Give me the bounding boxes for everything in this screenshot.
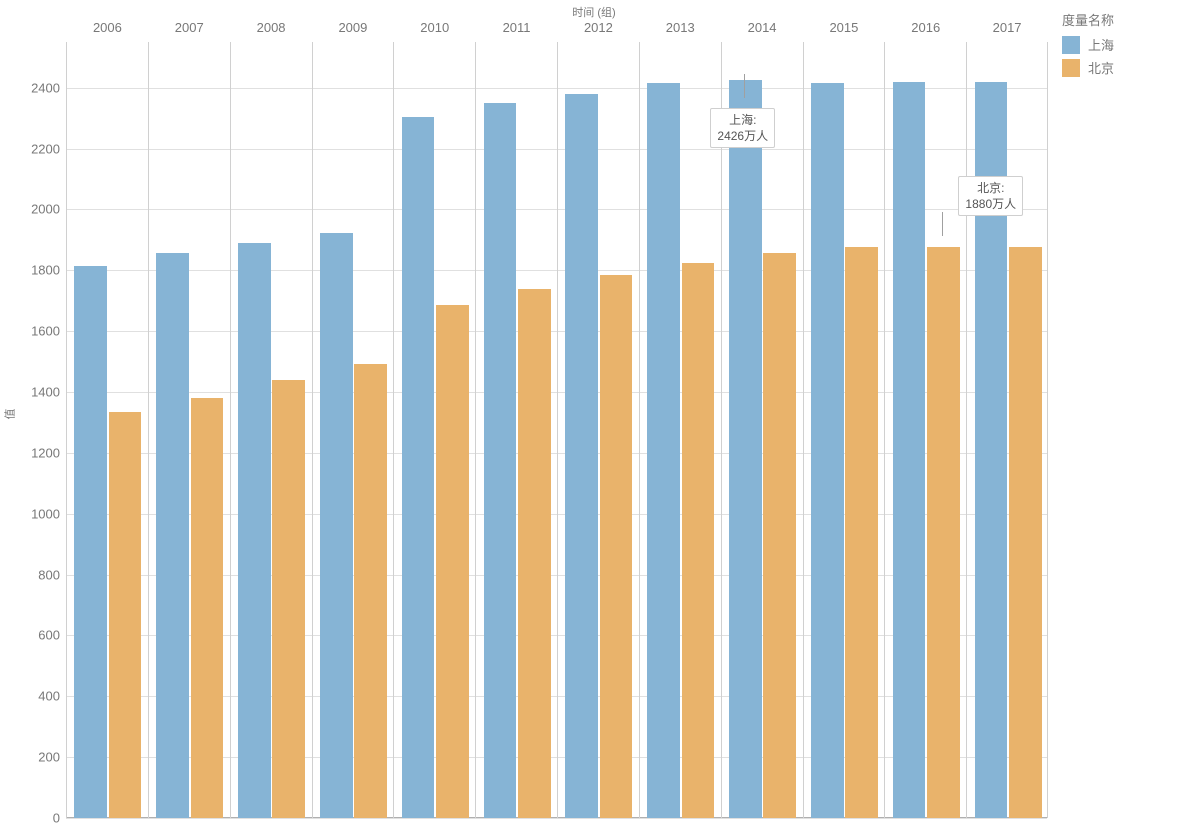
legend-series-label: 上海 bbox=[1088, 35, 1114, 54]
category-column: 2007 bbox=[148, 42, 230, 818]
y-axis-label: 值 bbox=[2, 408, 18, 419]
category-label: 2015 bbox=[804, 20, 885, 35]
grid-line bbox=[66, 818, 1047, 819]
category-label: 2012 bbox=[558, 20, 639, 35]
bar[interactable] bbox=[436, 305, 469, 818]
category-column: 2006 bbox=[66, 42, 148, 818]
bar[interactable] bbox=[729, 80, 762, 818]
category-column: 2015 bbox=[803, 42, 885, 818]
category-column: 2012 bbox=[557, 42, 639, 818]
bar[interactable] bbox=[238, 243, 271, 818]
category-label: 2013 bbox=[640, 20, 721, 35]
category-column: 2008 bbox=[230, 42, 312, 818]
y-tick-label: 200 bbox=[38, 750, 60, 765]
y-tick-label: 600 bbox=[38, 628, 60, 643]
y-tick-label: 1800 bbox=[31, 263, 60, 278]
category-label: 2010 bbox=[394, 20, 475, 35]
category-label: 2016 bbox=[885, 20, 966, 35]
annotation-leader bbox=[744, 74, 745, 98]
y-tick-label: 1200 bbox=[31, 445, 60, 460]
bar[interactable] bbox=[845, 247, 878, 819]
annotation-line1: 北京: bbox=[965, 180, 1016, 196]
category-label: 2014 bbox=[722, 20, 803, 35]
bar[interactable] bbox=[191, 398, 224, 818]
bar[interactable] bbox=[109, 412, 142, 818]
bar[interactable] bbox=[518, 289, 551, 819]
annotation-callout: 上海:2426万人 bbox=[710, 108, 775, 148]
bar[interactable] bbox=[484, 103, 517, 818]
chart-container: 时间 (组) 值 0200400600800100012001400160018… bbox=[0, 0, 1188, 827]
bar[interactable] bbox=[647, 83, 680, 818]
bar[interactable] bbox=[402, 117, 435, 818]
legend-swatch bbox=[1062, 59, 1080, 77]
legend-swatch bbox=[1062, 36, 1080, 54]
annotation-leader bbox=[942, 212, 943, 236]
category-column: 2009 bbox=[312, 42, 394, 818]
legend-item[interactable]: 上海 bbox=[1062, 35, 1114, 54]
annotation-line1: 上海: bbox=[717, 112, 768, 128]
category-label: 2017 bbox=[967, 20, 1047, 35]
bar[interactable] bbox=[763, 253, 796, 818]
category-label: 2007 bbox=[149, 20, 230, 35]
bar[interactable] bbox=[1009, 247, 1042, 818]
y-tick-label: 0 bbox=[53, 811, 60, 826]
category-column: 2014 bbox=[721, 42, 803, 818]
bar[interactable] bbox=[811, 83, 844, 818]
y-tick-label: 1600 bbox=[31, 324, 60, 339]
category-label: 2006 bbox=[67, 20, 148, 35]
category-column: 2010 bbox=[393, 42, 475, 818]
bar[interactable] bbox=[565, 94, 598, 818]
annotation-callout: 北京:1880万人 bbox=[958, 176, 1023, 216]
bar[interactable] bbox=[600, 275, 633, 818]
category-column: 2017 bbox=[966, 42, 1048, 818]
bar[interactable] bbox=[682, 263, 715, 818]
plot-area: 0200400600800100012001400160018002000220… bbox=[66, 42, 1048, 818]
category-label: 2009 bbox=[313, 20, 394, 35]
annotation-line2: 1880万人 bbox=[965, 196, 1016, 212]
x-axis-super-title: 时间 (组) bbox=[0, 4, 1188, 20]
annotation-line2: 2426万人 bbox=[717, 128, 768, 144]
bar[interactable] bbox=[354, 364, 387, 818]
y-tick-label: 400 bbox=[38, 689, 60, 704]
bar[interactable] bbox=[272, 380, 305, 818]
y-tick-label: 2000 bbox=[31, 202, 60, 217]
bar[interactable] bbox=[320, 233, 353, 818]
bar[interactable] bbox=[74, 266, 107, 818]
category-label: 2008 bbox=[231, 20, 312, 35]
y-tick-label: 2200 bbox=[31, 141, 60, 156]
legend-series-label: 北京 bbox=[1088, 58, 1114, 77]
legend: 度量名称 上海北京 bbox=[1062, 10, 1114, 81]
category-column: 2013 bbox=[639, 42, 721, 818]
legend-title: 度量名称 bbox=[1062, 10, 1114, 29]
y-tick-label: 1400 bbox=[31, 384, 60, 399]
y-tick-label: 2400 bbox=[31, 80, 60, 95]
legend-item[interactable]: 北京 bbox=[1062, 58, 1114, 77]
category-column: 2011 bbox=[475, 42, 557, 818]
y-tick-label: 800 bbox=[38, 567, 60, 582]
bar[interactable] bbox=[893, 82, 926, 818]
category-column: 2016 bbox=[884, 42, 966, 818]
bar[interactable] bbox=[156, 253, 189, 818]
bar[interactable] bbox=[927, 247, 960, 819]
y-tick-label: 1000 bbox=[31, 506, 60, 521]
category-label: 2011 bbox=[476, 20, 557, 35]
